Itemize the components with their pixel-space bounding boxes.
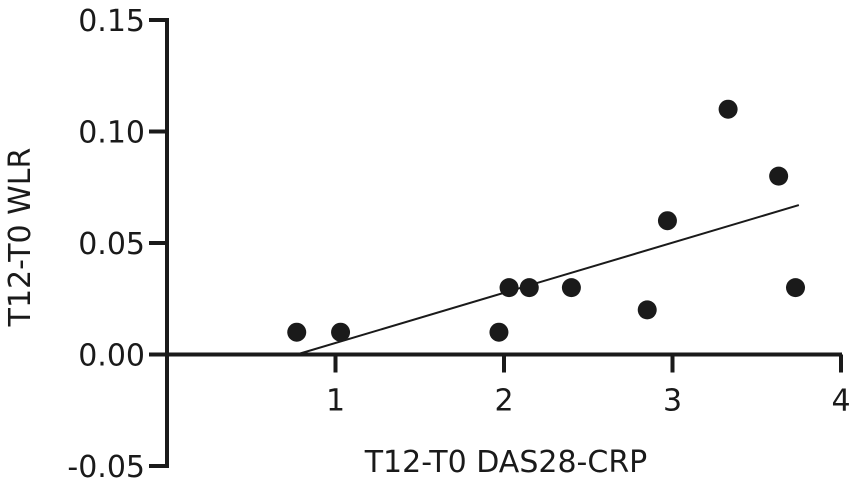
tick-labels: -0.05 0.00 0.05 0.10 0.15 1 2 3 4	[67, 4, 850, 479]
x-tick-label: 2	[494, 384, 513, 419]
y-tick-label: 0.10	[78, 116, 145, 151]
data-point	[657, 211, 677, 231]
axes	[149, 18, 843, 468]
data-point	[331, 322, 351, 342]
data-point	[786, 278, 806, 298]
data-point	[718, 99, 738, 119]
regression-line	[296, 204, 800, 356]
x-tick-label: 1	[326, 384, 345, 419]
y-axis-title: T12-T0 WLR	[3, 148, 38, 328]
data-point	[489, 322, 509, 342]
regression-line-group	[296, 204, 800, 356]
data-points	[287, 99, 806, 342]
data-point	[769, 166, 789, 186]
data-point	[637, 300, 657, 320]
y-tick-label: 0.05	[78, 227, 145, 262]
y-tick-label: -0.05	[67, 450, 145, 479]
y-tick-label: 0.15	[78, 4, 145, 39]
data-point	[561, 278, 581, 298]
x-tick-label: 4	[831, 384, 850, 419]
data-point	[287, 322, 307, 342]
x-axis-title: T12-T0 DAS28-CRP	[364, 445, 648, 479]
data-point	[519, 278, 539, 298]
x-tick-label: 3	[663, 384, 682, 419]
y-tick-label: 0.00	[78, 339, 145, 374]
data-point	[499, 278, 519, 298]
